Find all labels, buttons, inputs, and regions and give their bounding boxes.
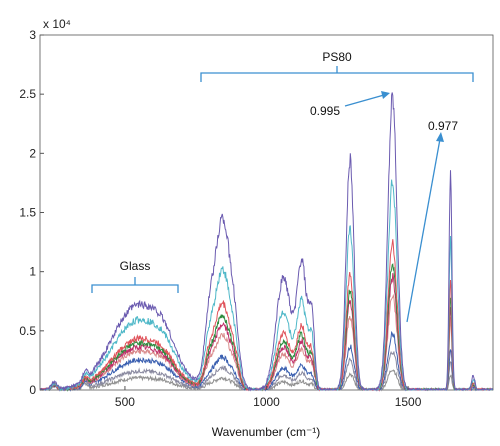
y-exponent-label: x 10⁴	[43, 17, 71, 31]
x-tick-label: 1000	[253, 395, 280, 409]
ps80-bracket	[200, 66, 474, 82]
arrow-0977-label: 0.977	[428, 119, 458, 133]
plot-frame	[39, 34, 494, 391]
y-tick-label: 3	[29, 28, 36, 42]
glass-label: Glass	[120, 259, 151, 273]
y-tick-label: 2.5	[19, 87, 36, 101]
y-tick-label: 1	[29, 265, 36, 279]
axis-layer: 500 1000 1500 0 0.5 1 1.5 2 2.5 3	[19, 28, 421, 409]
y-tick-label: 1.5	[19, 206, 36, 220]
x-tick-label: 500	[115, 395, 135, 409]
annotation-layer: Glass PS80 0.995 0.977	[91, 50, 474, 323]
y-tick-label: 0.5	[19, 324, 36, 338]
series-line	[40, 92, 493, 392]
arrow-0977-line	[406, 138, 441, 323]
x-axis-label: Wavenumber (cm⁻¹)	[212, 425, 321, 439]
glass-bracket	[91, 277, 179, 293]
x-tick-label: 1500	[395, 395, 422, 409]
y-tick-label: 0	[29, 383, 36, 397]
y-tick-label: 2	[29, 146, 36, 160]
arrow-0977-head	[436, 132, 444, 142]
arrow-0995-line	[344, 94, 385, 107]
arrow-0995-head	[381, 91, 390, 99]
ps80-label: PS80	[322, 50, 352, 64]
arrow-0995-label: 0.995	[310, 104, 340, 118]
